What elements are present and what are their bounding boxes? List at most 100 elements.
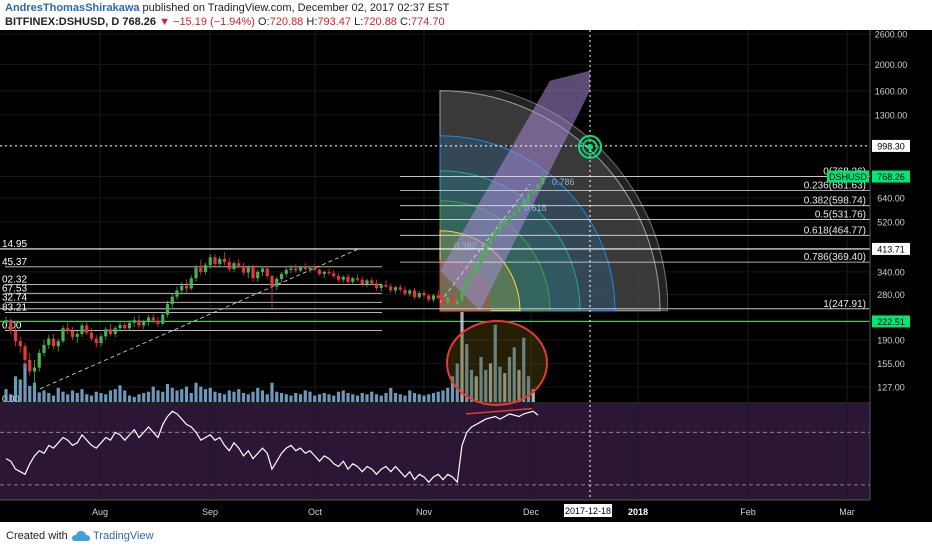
volume-bar [208,387,212,402]
axis-bg [870,30,932,522]
volume-bar [317,394,322,402]
candle-body [184,285,189,289]
volume-bar [165,384,170,402]
candle-body [465,278,469,289]
candle-body [203,265,208,272]
high-value: 793.47 [317,16,352,28]
candle-body [370,280,374,284]
volume-bar [460,312,464,402]
volume-bar [374,394,379,402]
volume-bar [118,385,122,402]
axis-price-badge [872,170,910,183]
candle-body [317,269,322,274]
volume-bar [294,393,298,402]
candle-body [455,300,459,305]
volume-bar [336,391,341,402]
volume-bar [251,391,255,402]
left-level-label: 83.21 [2,303,27,314]
candle-body [208,257,212,266]
arc-label: 0.382 [454,241,477,251]
candle-body [322,271,326,274]
volume-bar [389,387,393,402]
candle-body [246,267,250,273]
fib-level-label: 0.236(681.63) [804,181,866,192]
symbol-label: BITFINEX:DSHUSD, D [5,16,120,28]
author-link[interactable]: AndresThomasShirakawa [5,2,140,14]
candle-body [113,328,117,334]
axis-tick-label: 222.51 [877,317,905,327]
candle-body [47,338,51,345]
arc-label: 0.618 [524,203,547,213]
candle-body [94,338,98,344]
fib-level-label: 1(247.91) [823,299,866,310]
candle-body [284,269,288,274]
created-with-text: Created with [6,530,68,542]
candle-body [118,324,122,329]
trendlines [39,183,531,390]
candle-body [327,271,331,274]
volume-bar [42,390,46,402]
axis-tick-label: 340.00 [877,267,905,277]
candle-body [142,321,146,326]
candle-body [384,284,388,287]
time-tick-label: Nov [416,507,433,517]
candle-body [517,205,521,212]
volume-bar [56,387,60,402]
price-axis: 2600.00 2000.00 1600.00 1300.00 998.30 768.26… [827,30,932,522]
axis-tick-label: 1600.00 [875,86,908,96]
volume-highlight-ellipse [446,320,548,406]
volume-bar [75,393,79,402]
volume-bar [507,357,512,402]
candle-body [80,325,84,334]
candle-body [70,331,75,337]
volume-bar [246,394,250,402]
axis-tick-label: 155.00 [877,359,905,369]
volume-bar [189,393,193,402]
candle-body [175,290,179,297]
candle-body [108,329,113,334]
axis-tick-label: 998.30 [877,141,905,151]
candle-body [237,263,241,266]
candle-body [132,320,136,323]
volume-bar [436,391,440,402]
left-level-label: 02.32 [2,275,27,286]
candle-body [398,287,402,290]
open-value: 720.88 [269,16,304,28]
trendline-dashed [439,183,531,303]
volume-bar [104,394,108,402]
volume-bar [99,393,103,402]
volume-bar [517,369,521,402]
time-tick-label: Mar [839,507,855,517]
candle-body [89,332,94,339]
tradingview-link[interactable]: TradingView [93,530,154,542]
candle-body [412,290,417,298]
low-label: L: [354,16,364,28]
volume-bar [94,391,98,402]
candle-body [522,199,526,206]
volume-bar [37,392,41,402]
low-value: 720.88 [363,16,397,28]
volume-bar [298,394,303,402]
high-label: H: [306,16,318,28]
volume-bar [493,324,497,402]
candle-body [85,325,89,333]
volume-bar [422,395,426,402]
open-label: O: [258,16,270,28]
volume-bar [441,390,445,402]
volume-bar [13,376,18,402]
volume-bar [123,390,127,402]
volume-bar [365,394,369,402]
candle-body [127,322,132,329]
volume-bar [479,357,483,402]
volume-bar [346,393,350,402]
candle-body [441,297,445,303]
axis-tick-label: 768.26 [877,172,905,182]
candle-body [346,276,350,282]
volume-bar [28,385,32,402]
axis-tick-label: 640.00 [877,193,905,203]
volume-bar [393,393,398,402]
time-tick-label: Feb [740,507,756,517]
axis-tick-label: 190.00 [877,335,905,345]
candle-body [213,257,217,264]
